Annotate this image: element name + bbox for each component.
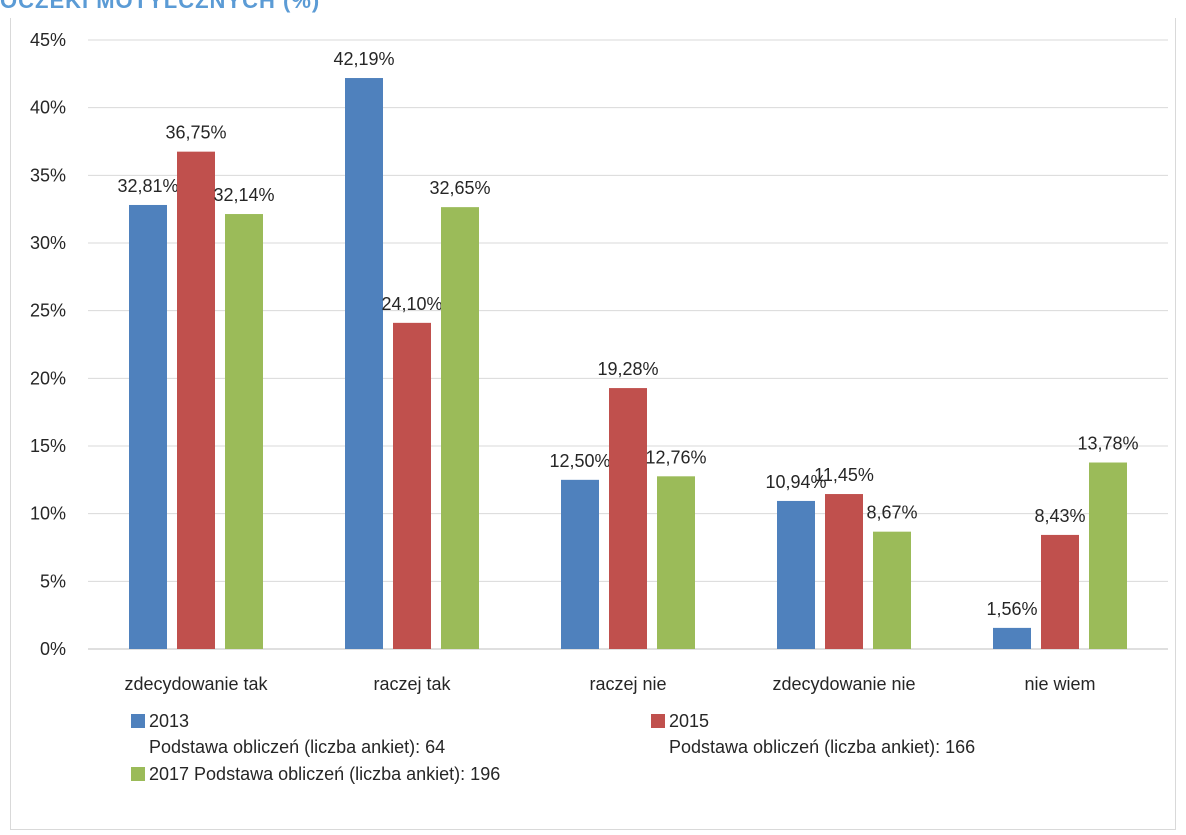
- data-label: 36,75%: [165, 123, 226, 143]
- x-tick-label: nie wiem: [1024, 674, 1095, 694]
- chart-title: OCZEKI MOTYLCZNYCH (%): [0, 0, 321, 13]
- data-label: 32,81%: [117, 176, 178, 196]
- bar: [993, 627, 1031, 649]
- bar: [1041, 534, 1079, 649]
- x-tick-label: raczej nie: [589, 674, 666, 694]
- y-tick-label: 45%: [30, 30, 66, 50]
- bar: [1089, 462, 1127, 649]
- legend-item-2013: 2013 Podstawa obliczeń (liczba ankiet): …: [131, 710, 445, 758]
- legend-label-2013: 2013: [149, 711, 190, 731]
- data-label: 1,56%: [986, 599, 1037, 619]
- data-label: 13,78%: [1077, 434, 1138, 454]
- y-tick-label: 25%: [30, 301, 66, 321]
- x-tick-label: raczej tak: [373, 674, 451, 694]
- bar: [345, 78, 383, 649]
- data-label: 8,67%: [866, 503, 917, 523]
- y-tick-label: 30%: [30, 233, 66, 253]
- bar: [225, 214, 263, 649]
- bar: [777, 500, 815, 649]
- bar: [609, 388, 647, 649]
- y-tick-label: 40%: [30, 98, 66, 118]
- data-label: 32,14%: [213, 185, 274, 205]
- legend-item-2017: 2017 Podstawa obliczeń (liczba ankiet): …: [131, 763, 500, 785]
- y-tick-label: 20%: [30, 368, 66, 388]
- legend-note-2013: Podstawa obliczeń (liczba ankiet): 64: [149, 737, 446, 757]
- y-tick-label: 35%: [30, 165, 66, 185]
- legend-label-2017: 2017 Podstawa obliczeń (liczba ankiet): …: [149, 764, 501, 784]
- x-tick-label: zdecydowanie tak: [124, 674, 268, 694]
- legend-swatch-2017: [131, 767, 145, 781]
- data-label: 10,94%: [765, 472, 826, 492]
- bar: [825, 494, 863, 649]
- legend-item-2015: 2015 Podstawa obliczeń (liczba ankiet): …: [651, 710, 975, 758]
- data-label: 24,10%: [381, 294, 442, 314]
- data-label: 8,43%: [1034, 506, 1085, 526]
- data-label: 11,45%: [814, 465, 874, 485]
- bar: [177, 151, 215, 649]
- bar: [873, 531, 911, 649]
- chart-frame: [10, 18, 1176, 830]
- y-tick-label: 5%: [40, 571, 66, 591]
- legend-note-2015: Podstawa obliczeń (liczba ankiet): 166: [669, 737, 976, 757]
- data-label: 19,28%: [597, 359, 658, 379]
- legend-swatch-2015: [651, 714, 665, 728]
- y-tick-label: 10%: [30, 504, 66, 524]
- bar: [393, 322, 431, 649]
- bar-chart: 0% 5% 10% 15% 20% 25% 30% 35% 40% 45% 32,81% 36,75%…: [30, 30, 1168, 694]
- data-label: 12,76%: [645, 447, 706, 467]
- data-label: 12,50%: [549, 451, 610, 471]
- x-tick-label: zdecydowanie nie: [772, 674, 915, 694]
- bar: [129, 204, 167, 650]
- bar: [561, 479, 599, 649]
- y-tick-label: 0%: [40, 639, 66, 659]
- bar: [441, 207, 479, 650]
- data-label: 42,19%: [333, 49, 394, 69]
- data-label: 32,65%: [429, 178, 490, 198]
- legend-swatch-2013: [131, 714, 145, 728]
- y-tick-label: 15%: [30, 436, 66, 456]
- legend-label-2015: 2015: [669, 711, 710, 731]
- bar: [657, 476, 695, 649]
